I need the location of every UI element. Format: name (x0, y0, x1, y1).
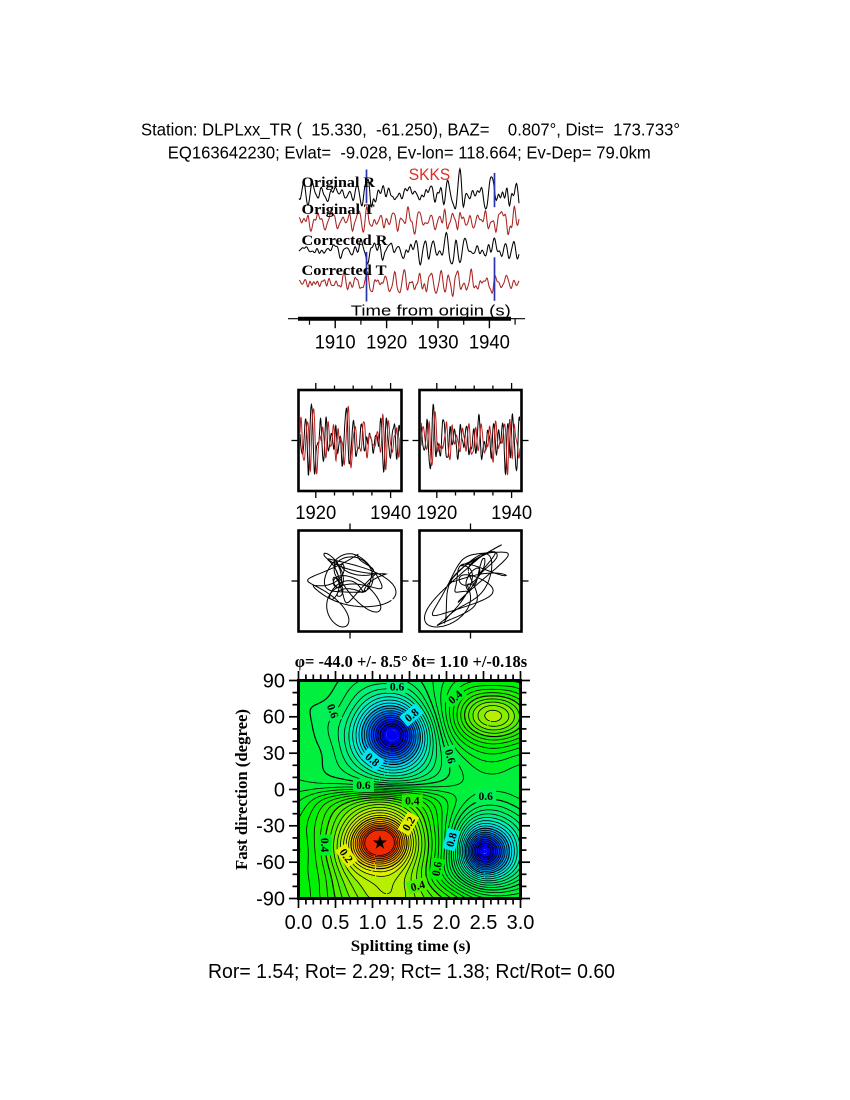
svg-text:Original T: Original T (302, 202, 375, 218)
svg-text:60: 60 (263, 707, 285, 729)
svg-text:0.4: 0.4 (409, 879, 426, 894)
svg-text:1.0: 1.0 (359, 912, 387, 934)
svg-text:Corrected R: Corrected R (302, 233, 388, 249)
svg-text:1940: 1940 (370, 502, 411, 524)
svg-text:0.6: 0.6 (324, 703, 340, 721)
svg-text:2.5: 2.5 (470, 912, 498, 934)
svg-text:0.6: 0.6 (390, 682, 405, 694)
svg-text:Ror= 1.54; Rot= 2.29; Rct= 1.3: Ror= 1.54; Rot= 2.29; Rct= 1.38; Rct/Rot… (208, 961, 615, 983)
svg-text:1.5: 1.5 (396, 912, 424, 934)
svg-text:1940: 1940 (469, 331, 510, 353)
svg-text:0.4: 0.4 (318, 838, 330, 853)
svg-text:90: 90 (263, 670, 285, 692)
svg-text:SKKS: SKKS (409, 165, 451, 184)
svg-text:0.6: 0.6 (442, 748, 457, 765)
svg-text:0.5: 0.5 (322, 912, 350, 934)
svg-text:Time from origin (s): Time from origin (s) (351, 302, 511, 319)
svg-text:1910: 1910 (315, 331, 356, 353)
svg-text:Corrected T: Corrected T (302, 263, 387, 279)
svg-text:0.0: 0.0 (285, 912, 313, 934)
svg-text:1940: 1940 (491, 502, 532, 524)
svg-text:0.6: 0.6 (431, 861, 445, 877)
svg-text:0.6: 0.6 (479, 791, 494, 803)
svg-text:-60: -60 (256, 852, 285, 874)
svg-text:Fast direction (degree): Fast direction (degree) (232, 709, 251, 870)
svg-text:Splitting time (s): Splitting time (s) (351, 938, 471, 955)
svg-text:0.6: 0.6 (356, 780, 371, 792)
svg-text:3.0: 3.0 (507, 912, 535, 934)
svg-text:1930: 1930 (418, 331, 459, 353)
svg-text:Original R: Original R (302, 175, 376, 191)
svg-text:1920: 1920 (295, 502, 336, 524)
svg-text:0: 0 (274, 779, 285, 801)
svg-text:30: 30 (263, 743, 285, 765)
svg-text:φ= -44.0 +/- 8.5° δt= 1.10 +/-: φ= -44.0 +/- 8.5° δt= 1.10 +/-0.18s (295, 652, 528, 671)
svg-text:0.4: 0.4 (405, 796, 420, 808)
svg-text:2.0: 2.0 (433, 912, 461, 934)
svg-text:EQ163642230; Evlat= -9.028, E: EQ163642230; Evlat= -9.028, Ev-lon= 118.… (168, 142, 651, 162)
svg-text:Station: DLPLxx_TR ( 15.330,: Station: DLPLxx_TR ( 15.330, -61.250), B… (141, 120, 680, 141)
svg-text:0.8: 0.8 (445, 831, 460, 848)
svg-text:-90: -90 (256, 888, 285, 910)
svg-text:-30: -30 (256, 816, 285, 838)
svg-text:1920: 1920 (416, 502, 457, 524)
svg-text:1920: 1920 (366, 331, 407, 353)
